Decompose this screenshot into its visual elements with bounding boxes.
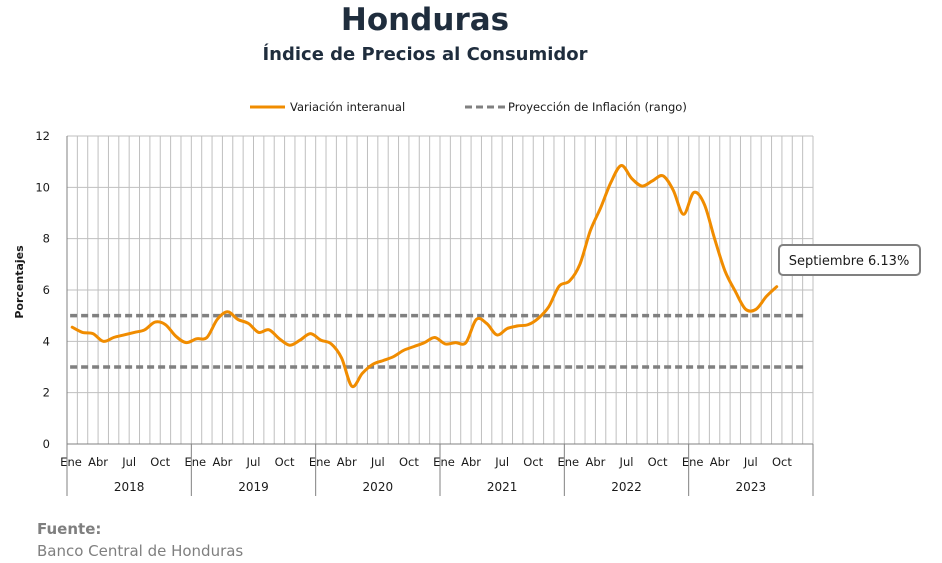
x-tick-label: Abr [88, 455, 108, 469]
chart-grid [66, 135, 814, 445]
year-label: 2019 [238, 480, 269, 494]
y-tick-label: 4 [43, 334, 50, 348]
legend: Variación interanual Proyección de Infla… [250, 100, 687, 114]
x-tick-label: Oct [772, 455, 792, 469]
x-tick-label: Abr [337, 455, 357, 469]
y-axis-label: Porcentajes [13, 245, 26, 319]
callout: Septiembre 6.13% [778, 244, 921, 276]
x-tick-label: Jul [370, 455, 385, 469]
x-tick-label: Abr [585, 455, 605, 469]
x-axis-ticks: Ene Abr Jul Oct Ene Abr Jul Oct Ene Abr Jul Oct Ene A… [60, 455, 792, 469]
year-label: 2023 [736, 480, 767, 494]
y-tick-label: 2 [43, 386, 50, 400]
y-tick-label: 12 [35, 129, 50, 143]
year-label: 2018 [114, 480, 145, 494]
source-text: Banco Central de Honduras [37, 542, 244, 560]
callout-box [778, 244, 921, 276]
y-tick-label: 8 [43, 232, 50, 246]
x-tick-label: Ene [60, 455, 82, 469]
legend-label-variacion: Variación interanual [290, 100, 405, 114]
x-tick-label: Abr [212, 455, 232, 469]
y-tick-label: 6 [43, 283, 50, 297]
x-tick-label: Ene [682, 455, 704, 469]
x-tick-label: Ene [558, 455, 580, 469]
x-tick-label: Jul [619, 455, 634, 469]
x-tick-label: Ene [185, 455, 207, 469]
x-tick-label: Jul [246, 455, 261, 469]
chart-title: Honduras [340, 2, 510, 38]
year-label: 2021 [487, 480, 518, 494]
source-label: Fuente: [37, 520, 102, 538]
y-tick-label: 0 [43, 437, 50, 451]
x-tick-label: Oct [150, 455, 170, 469]
year-label: 2022 [611, 480, 642, 494]
projection-range [70, 313, 807, 369]
x-tick-label: Jul [743, 455, 758, 469]
x-tick-label: Jul [494, 455, 509, 469]
chart-subtitle: Índice de Precios al Consumidor [262, 44, 588, 65]
x-axis-years: 2018 2019 2020 2021 2022 2023 [66, 444, 814, 496]
x-tick-label: Abr [710, 455, 730, 469]
x-tick-label: Abr [461, 455, 481, 469]
x-tick-label: Ene [309, 455, 331, 469]
x-tick-label: Oct [399, 455, 419, 469]
y-tick-label: 10 [35, 180, 50, 194]
callout-text: Septiembre 6.13% [789, 254, 910, 269]
x-tick-label: Jul [121, 455, 136, 469]
x-tick-label: Oct [648, 455, 668, 469]
x-tick-label: Oct [275, 455, 295, 469]
x-tick-label: Oct [523, 455, 543, 469]
y-axis-ticks: 0 2 4 6 8 10 12 [35, 129, 50, 451]
year-label: 2020 [363, 480, 394, 494]
x-tick-label: Ene [433, 455, 455, 469]
series-line-variacion-interanual [70, 164, 779, 389]
legend-label-proyeccion: Proyección de Inflación (rango) [508, 100, 687, 114]
